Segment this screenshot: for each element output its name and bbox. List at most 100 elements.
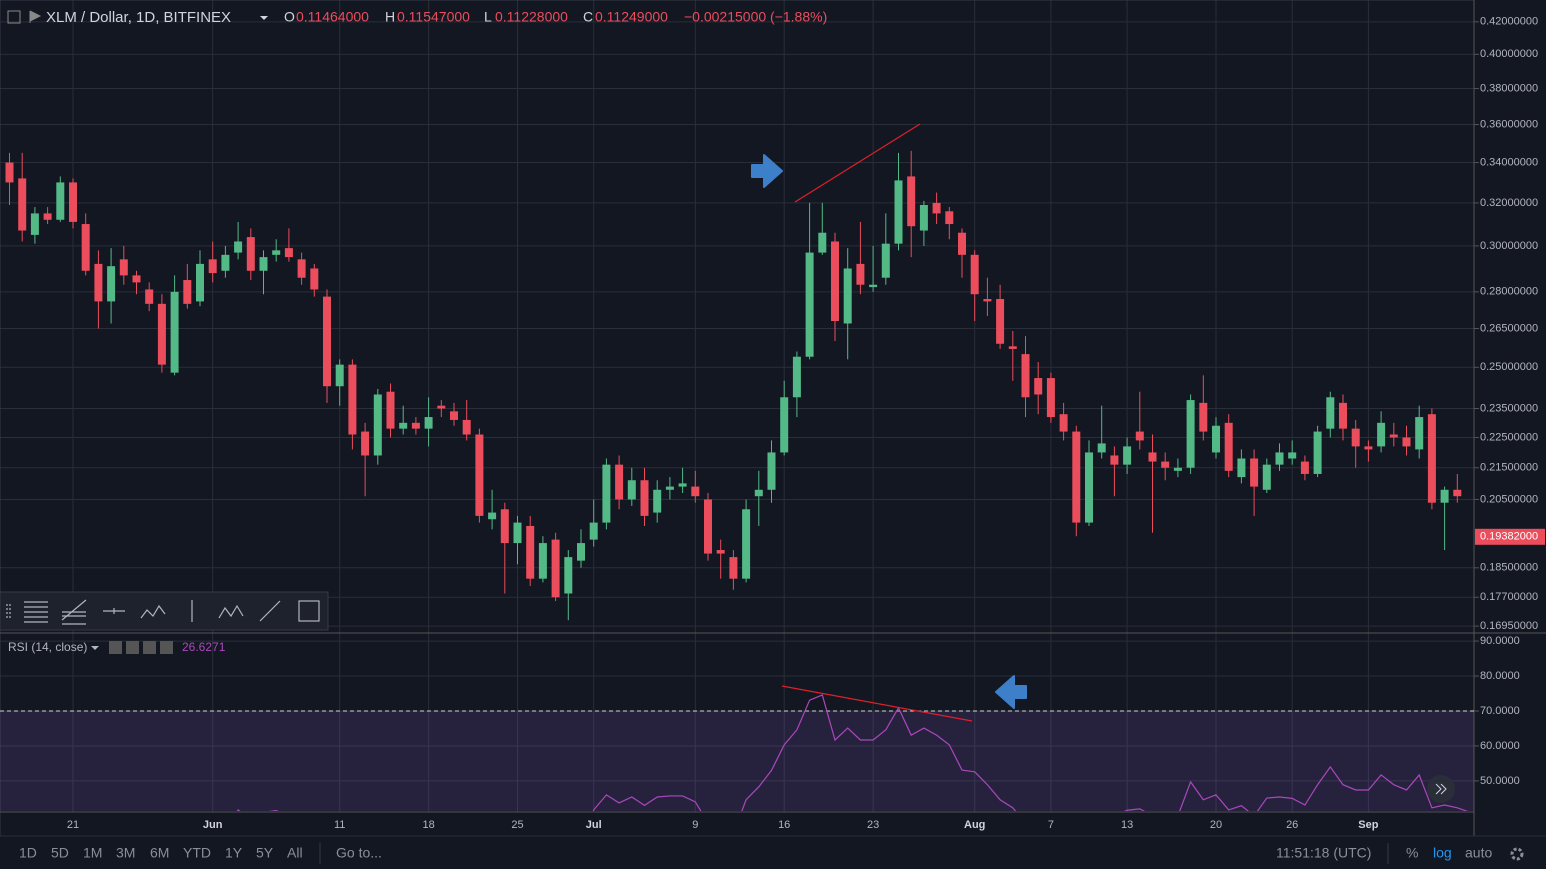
candle-body: [310, 268, 319, 290]
candle-body: [1440, 489, 1449, 503]
candle-body: [653, 489, 662, 513]
btn-hide[interactable]: [109, 641, 122, 654]
arrow-left[interactable]: [995, 675, 1027, 709]
auto-toggle[interactable]: auto: [1465, 845, 1492, 861]
tool-abcd[interactable]: [218, 604, 244, 619]
candle-body: [932, 202, 941, 214]
dropdown[interactable]: [260, 16, 268, 20]
x-tick-label: 18: [422, 819, 434, 831]
candle-body: [170, 291, 179, 373]
tool-pattern[interactable]: [140, 604, 166, 619]
x-tick-label: Jun: [203, 819, 223, 831]
candle-body: [1262, 464, 1271, 490]
log-toggle[interactable]: log: [1433, 845, 1452, 861]
x-tick-label: 20: [1210, 819, 1222, 831]
candle-body: [589, 522, 598, 540]
y-tick-label: 0.36000000: [1480, 118, 1538, 130]
candle-body: [234, 241, 243, 253]
candle-body: [107, 266, 116, 302]
goto[interactable]: Go to...: [336, 845, 382, 861]
y-tick-label: 0.16950000: [1480, 620, 1538, 632]
candle-body: [945, 211, 954, 225]
trend-line[interactable]: [781, 685, 973, 722]
candle-body: [196, 263, 204, 302]
candle-body: [526, 525, 535, 579]
y-tick-label: 0.42000000: [1480, 16, 1538, 28]
flag-icon[interactable]: [29, 10, 42, 23]
tool-pitchfork[interactable]: [61, 599, 87, 625]
range-button[interactable]: 5Y: [256, 845, 274, 861]
tool-trendline[interactable]: [259, 600, 281, 622]
trend-line[interactable]: [794, 123, 921, 203]
y-tick-label: 60.0000: [1480, 740, 1520, 752]
candle-body: [1250, 458, 1259, 487]
range-button[interactable]: 3M: [116, 845, 135, 861]
percent-toggle[interactable]: %: [1406, 845, 1418, 861]
candle-body: [1097, 443, 1106, 453]
candle-body: [94, 263, 103, 302]
candle-body: [208, 259, 217, 274]
symbol[interactable]: XLM / Dollar, 1D, BITFINEX: [46, 9, 231, 26]
candle-body: [1034, 378, 1043, 395]
rsi-value: 26.6271: [182, 640, 226, 654]
candle-body: [1402, 437, 1411, 447]
btn-settings[interactable]: [126, 641, 139, 654]
candle-body: [1275, 452, 1284, 465]
candle-body: [1186, 400, 1195, 468]
rsi-controls[interactable]: [109, 641, 173, 654]
candle-body: [56, 182, 65, 220]
range-button[interactable]: YTD: [183, 845, 211, 861]
rsi-title[interactable]: RSI (14, close): [8, 640, 87, 654]
candle-body: [335, 364, 344, 387]
y-tick-label: 0.23500000: [1480, 402, 1538, 414]
candle-body: [538, 543, 547, 579]
candle-body: [742, 509, 751, 579]
x-tick-label: 23: [867, 819, 879, 831]
candle-body: [323, 296, 331, 387]
candle-body: [437, 405, 446, 409]
candle-body: [869, 284, 878, 288]
candle-body: [831, 241, 839, 322]
y-tick-label: 70.0000: [1480, 705, 1520, 717]
tool-hline[interactable]: [103, 608, 125, 614]
candle-body: [1161, 461, 1170, 468]
candle-body: [1415, 417, 1424, 450]
candle-body: [513, 522, 522, 544]
candle-body: [488, 512, 497, 520]
candle-body: [5, 162, 14, 183]
range-button[interactable]: All: [287, 845, 303, 861]
tool-rect[interactable]: [298, 600, 320, 622]
tool-fib[interactable]: [24, 601, 48, 623]
y-tick-label: 90.0000: [1480, 635, 1520, 647]
candle-body: [716, 550, 725, 554]
range-button[interactable]: 6M: [150, 845, 169, 861]
candle-body: [500, 509, 509, 544]
range-button[interactable]: 5D: [51, 845, 69, 861]
candle-body: [1237, 458, 1246, 478]
candle-body: [970, 254, 979, 295]
x-tick-label: Aug: [964, 819, 985, 831]
dropdown[interactable]: [91, 646, 99, 650]
range-button[interactable]: 1D: [19, 845, 37, 861]
range-button[interactable]: 1M: [83, 845, 102, 861]
toolbar-bg: [0, 591, 329, 631]
candle-body: [780, 397, 789, 453]
btn-close[interactable]: [160, 641, 173, 654]
y-tick-label: 0.40000000: [1480, 48, 1538, 60]
candle-body: [246, 237, 255, 271]
y-tick-label: 0.34000000: [1480, 156, 1538, 168]
btn-more[interactable]: [143, 641, 156, 654]
y-tick-label: 0.17700000: [1480, 591, 1538, 603]
candle-body: [450, 411, 458, 420]
y-tick-label: 0.25000000: [1480, 361, 1538, 373]
candle-body: [1389, 434, 1398, 438]
candle-body: [1212, 425, 1220, 453]
candle-body: [551, 539, 560, 598]
arrow-right[interactable]: [751, 154, 783, 188]
settings-icon[interactable]: [1510, 847, 1524, 861]
range-button[interactable]: 1Y: [225, 845, 243, 861]
y-tick-label: 50.0000: [1480, 775, 1520, 787]
collapse-icon[interactable]: [7, 10, 21, 24]
candle-body: [615, 464, 624, 500]
candle-body: [1021, 354, 1030, 398]
